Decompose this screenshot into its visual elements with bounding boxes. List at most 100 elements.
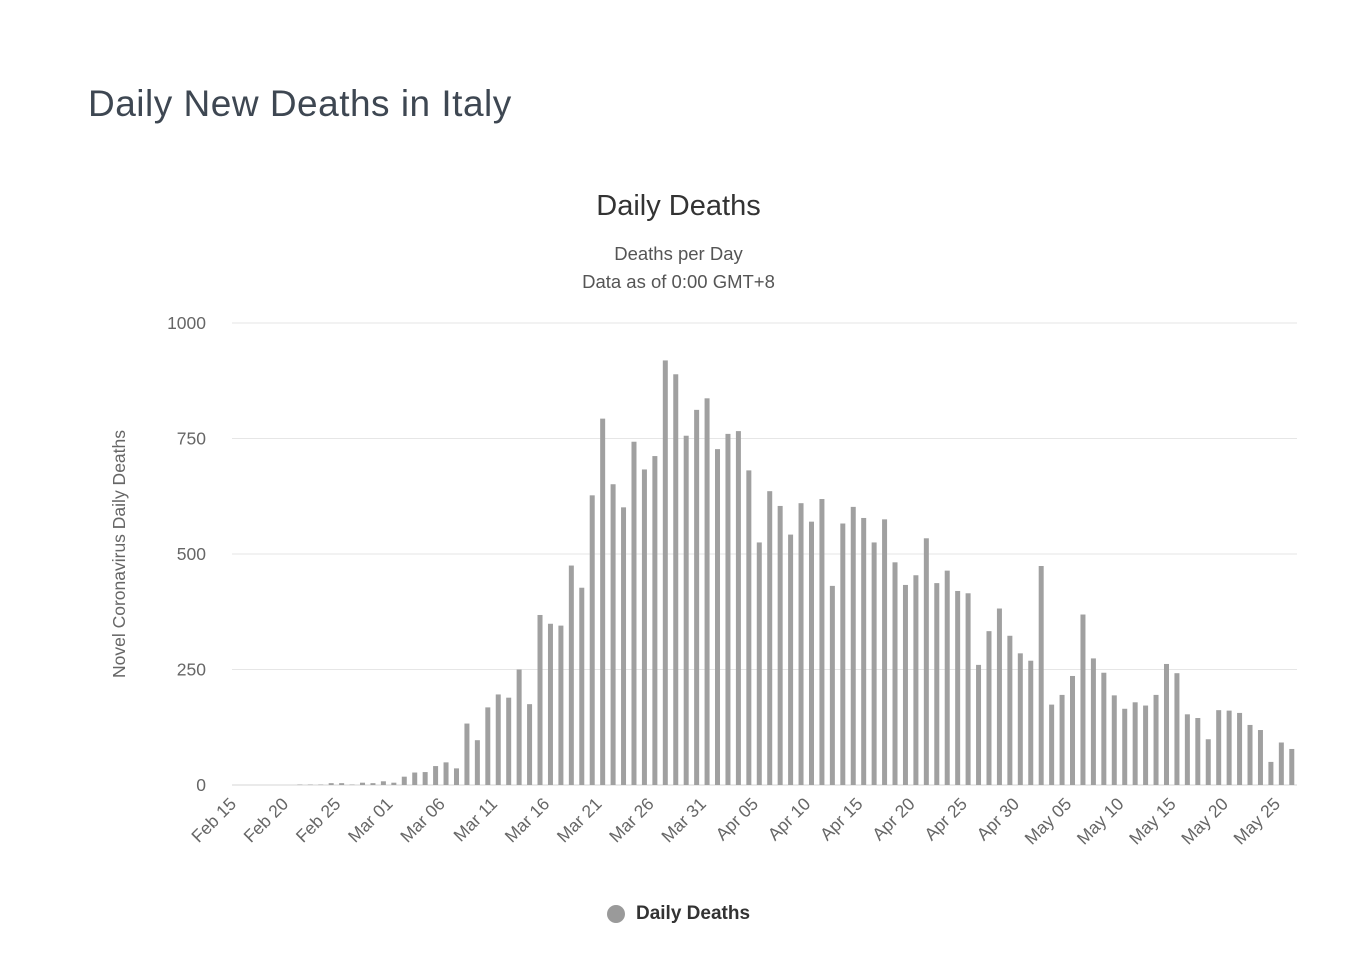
bar-mar-07[interactable] [453, 768, 459, 785]
bar-apr-01[interactable] [715, 449, 721, 785]
bar-apr-29[interactable] [1007, 635, 1013, 785]
bar-apr-05[interactable] [756, 542, 762, 785]
bar-may-06[interactable] [1080, 614, 1086, 785]
bar-apr-12[interactable] [829, 585, 835, 785]
bar-mar-17[interactable] [558, 625, 564, 785]
bar-mar-03[interactable] [412, 772, 418, 785]
bar-may-25[interactable] [1278, 742, 1284, 786]
bar-may-18[interactable] [1205, 739, 1211, 785]
bar-may-16[interactable] [1184, 714, 1190, 785]
bar-may-21[interactable] [1237, 712, 1243, 785]
bar-mar-13[interactable] [516, 669, 522, 786]
bar-feb-29[interactable] [380, 781, 386, 785]
bar-may-11[interactable] [1132, 702, 1138, 785]
bar-mar-15[interactable] [537, 614, 543, 785]
bar-may-20[interactable] [1226, 710, 1232, 785]
bar-mar-19[interactable] [579, 587, 585, 785]
daily-deaths-chart: 0 250 500 750 1000 Novel Coronavirus Daily De… [109, 313, 1297, 848]
x-tick-label-may-20: May 20 [1177, 793, 1232, 848]
bar-apr-22[interactable] [934, 583, 940, 785]
bar-apr-26[interactable] [976, 664, 982, 785]
bar-apr-17[interactable] [882, 519, 888, 785]
bar-apr-11[interactable] [819, 499, 825, 785]
bar-feb-21[interactable] [297, 784, 303, 786]
bar-apr-04[interactable] [746, 470, 752, 785]
bar-mar-21[interactable] [600, 418, 606, 785]
bar-may-26[interactable] [1289, 748, 1295, 785]
bar-may-23[interactable] [1257, 730, 1263, 785]
bar-mar-24[interactable] [631, 441, 637, 785]
bar-apr-08[interactable] [788, 534, 794, 785]
bar-may-08[interactable] [1101, 672, 1107, 785]
bar-mar-16[interactable] [547, 623, 553, 785]
bar-may-10[interactable] [1122, 708, 1128, 785]
bar-mar-05[interactable] [433, 766, 439, 785]
bar-mar-09[interactable] [474, 740, 480, 785]
bar-mar-27[interactable] [662, 360, 668, 785]
bar-apr-21[interactable] [923, 538, 929, 785]
bar-may-15[interactable] [1174, 673, 1180, 785]
bar-mar-28[interactable] [673, 374, 679, 785]
bar-feb-22[interactable] [307, 784, 313, 786]
bar-apr-02[interactable] [725, 433, 731, 785]
bar-apr-15[interactable] [861, 517, 867, 785]
bar-apr-03[interactable] [735, 431, 741, 785]
bar-feb-24[interactable] [328, 783, 334, 785]
bar-mar-06[interactable] [443, 762, 449, 785]
bar-may-07[interactable] [1090, 658, 1096, 785]
bar-mar-31[interactable] [704, 398, 710, 785]
bar-mar-26[interactable] [652, 456, 658, 785]
bar-mar-01[interactable] [391, 782, 397, 785]
bar-apr-07[interactable] [777, 505, 783, 785]
bar-apr-19[interactable] [902, 584, 908, 785]
bar-may-09[interactable] [1111, 695, 1117, 785]
bar-apr-30[interactable] [1017, 653, 1023, 785]
bar-apr-27[interactable] [986, 631, 992, 785]
bar-may-01[interactable] [1028, 660, 1034, 785]
bar-apr-20[interactable] [913, 575, 919, 785]
bar-mar-23[interactable] [621, 507, 627, 785]
bar-may-19[interactable] [1216, 710, 1222, 785]
bar-apr-09[interactable] [798, 503, 804, 785]
bar-mar-04[interactable] [422, 772, 428, 785]
bar-mar-30[interactable] [694, 409, 700, 785]
bar-apr-06[interactable] [767, 491, 773, 785]
bar-feb-25[interactable] [339, 783, 345, 785]
bar-mar-25[interactable] [641, 469, 647, 785]
bar-apr-10[interactable] [808, 521, 814, 785]
bar-mar-22[interactable] [610, 484, 616, 785]
bar-may-04[interactable] [1059, 694, 1065, 785]
bar-may-05[interactable] [1070, 675, 1076, 785]
bar-may-17[interactable] [1195, 718, 1201, 785]
bar-mar-29[interactable] [683, 435, 689, 785]
bar-mar-14[interactable] [527, 704, 533, 785]
bar-may-02[interactable] [1038, 566, 1044, 785]
bar-apr-23[interactable] [944, 570, 950, 785]
bar-feb-27[interactable] [360, 782, 366, 785]
x-tick-label-mar-21: Mar 21 [553, 794, 606, 847]
bar-feb-26[interactable] [349, 784, 355, 786]
bar-apr-13[interactable] [840, 523, 846, 785]
bar-apr-14[interactable] [850, 506, 856, 785]
bar-may-24[interactable] [1268, 761, 1274, 785]
bar-mar-20[interactable] [589, 495, 595, 785]
bar-mar-12[interactable] [506, 697, 512, 785]
bar-may-12[interactable] [1143, 705, 1149, 785]
bar-mar-02[interactable] [401, 776, 407, 785]
bar-may-22[interactable] [1247, 724, 1253, 785]
bar-may-03[interactable] [1049, 704, 1055, 785]
legend-item-daily-deaths[interactable]: Daily Deaths [0, 903, 1357, 925]
bar-mar-11[interactable] [495, 694, 501, 785]
bar-mar-08[interactable] [464, 723, 470, 785]
bar-may-13[interactable] [1153, 694, 1159, 785]
bar-feb-28[interactable] [370, 783, 376, 785]
bar-apr-24[interactable] [955, 590, 961, 785]
bar-apr-16[interactable] [871, 542, 877, 785]
bar-mar-18[interactable] [568, 565, 574, 785]
bar-may-14[interactable] [1163, 663, 1169, 785]
bar-apr-25[interactable] [965, 593, 971, 785]
bar-apr-28[interactable] [996, 608, 1002, 785]
bar-mar-10[interactable] [485, 707, 491, 785]
bar-feb-23[interactable] [318, 784, 324, 786]
bar-apr-18[interactable] [892, 562, 898, 785]
